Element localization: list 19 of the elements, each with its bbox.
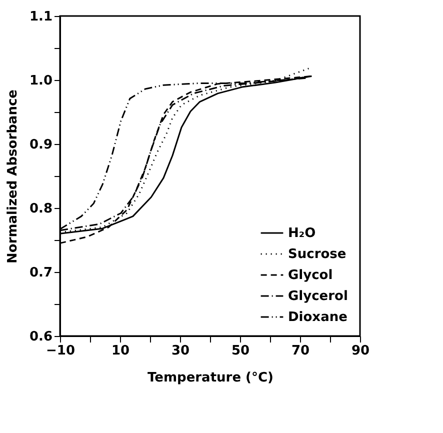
x-tick-label: 50 <box>231 344 250 358</box>
legend-label: Glycerol <box>288 289 348 304</box>
legend-label: Sucrose <box>288 247 346 262</box>
y-tick-label: 0.8 <box>29 202 52 216</box>
y-tick-label: 1.1 <box>29 10 52 24</box>
x-tick-label: 10 <box>111 344 130 358</box>
x-axis-title: Temperature (°C) <box>148 370 274 386</box>
y-tick-label: 0.9 <box>29 138 52 152</box>
x-tick-label: −10 <box>46 344 75 358</box>
legend-label: Glycol <box>288 268 333 283</box>
x-tick-label: 30 <box>171 344 190 358</box>
legend-label: H₂O <box>288 226 316 241</box>
legend-label: Dioxane <box>288 310 348 325</box>
y-axis-title: Normalized Absorbance <box>5 89 20 264</box>
y-tick-label: 0.6 <box>29 330 52 344</box>
y-tick-label: 0.7 <box>29 266 52 280</box>
x-tick-label: 90 <box>351 344 370 358</box>
y-tick-label: 1.0 <box>29 74 52 88</box>
x-tick-label: 70 <box>291 344 310 358</box>
